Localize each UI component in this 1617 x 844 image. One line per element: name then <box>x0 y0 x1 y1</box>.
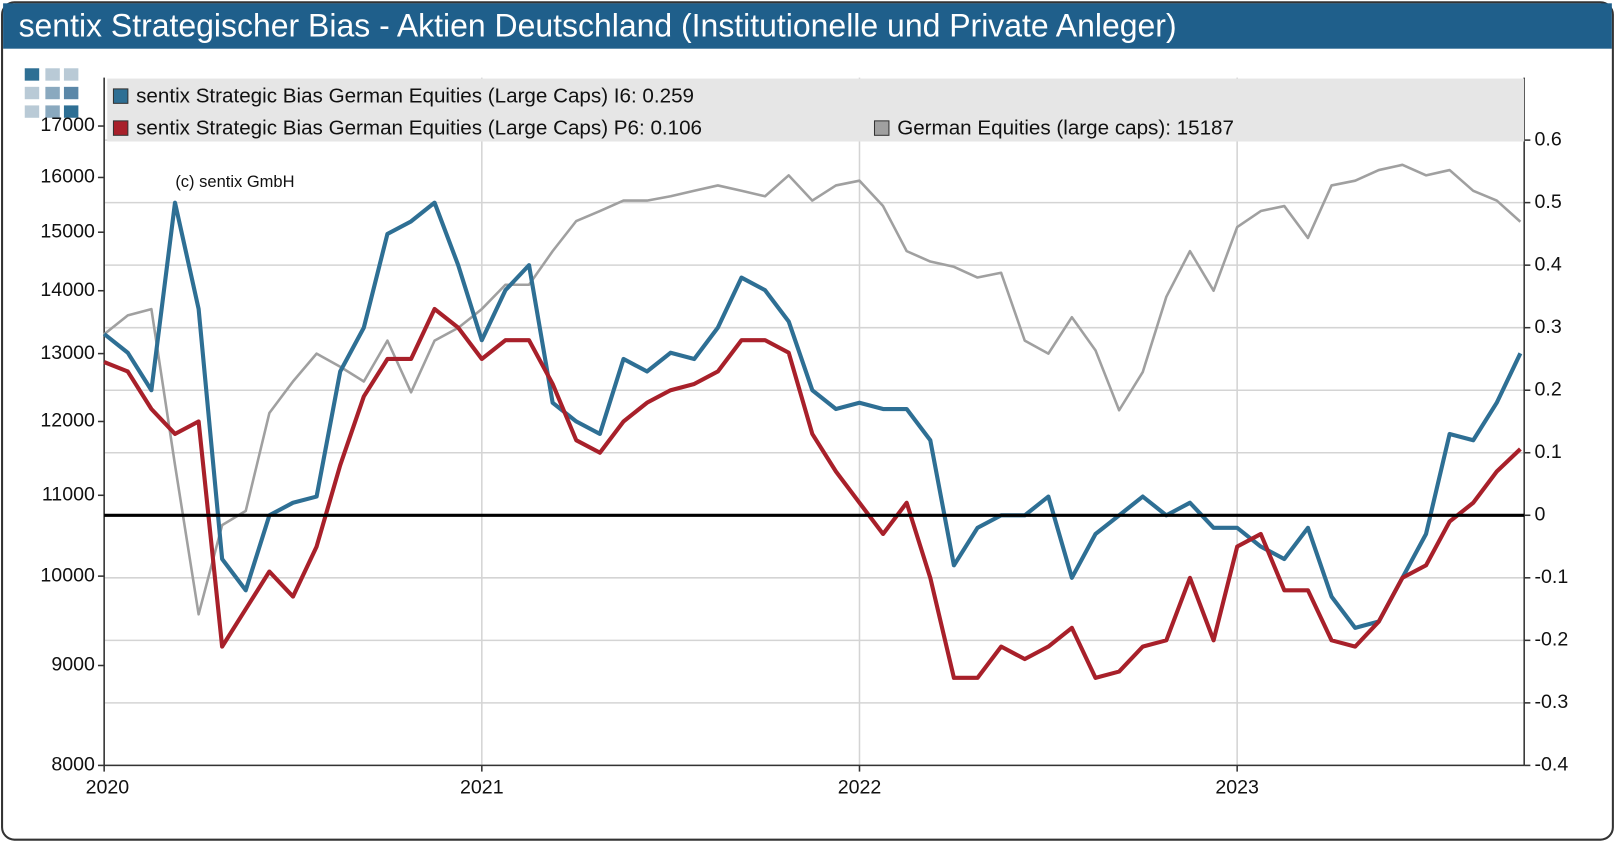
annotation: (c) sentix GmbH <box>175 173 294 191</box>
logo <box>24 68 79 118</box>
y2-tick-label: 0.6 <box>1535 128 1562 150</box>
y-tick-label: 9000 <box>51 654 95 676</box>
y2-tick-label: -0.4 <box>1535 754 1569 776</box>
y-tick-label: 13000 <box>40 342 95 364</box>
chart-title: sentix Strategischer Bias - Aktien Deuts… <box>19 8 1177 44</box>
x-tick-label: 2021 <box>460 776 504 798</box>
y-tick-label: 15000 <box>40 220 95 242</box>
y-tick-label: 10000 <box>40 564 95 586</box>
y2-tick-label: 0 <box>1535 503 1546 525</box>
legend-label: sentix Strategic Bias German Equities (L… <box>136 117 702 140</box>
y2-tick-label: 0.4 <box>1535 253 1562 275</box>
series-line <box>102 200 1523 630</box>
legend-swatch <box>873 120 890 136</box>
y-tick-label: 14000 <box>40 279 95 301</box>
x-tick-label: 2022 <box>838 776 882 798</box>
y2-tick-label: 0.2 <box>1535 378 1562 400</box>
y2-tick-label: -0.2 <box>1535 629 1569 651</box>
y-tick-label: 12000 <box>40 410 95 432</box>
y-tick-label: 8000 <box>51 754 95 776</box>
legend-swatch <box>112 120 129 136</box>
series-line <box>103 163 1522 616</box>
y2-tick-label: -0.3 <box>1535 691 1569 713</box>
title-bar <box>3 3 1612 49</box>
y2-tick-label: 0.1 <box>1535 441 1562 463</box>
legend-box <box>107 78 1525 142</box>
y-tick-label: 17000 <box>40 114 95 136</box>
y-tick-label: 11000 <box>42 483 95 505</box>
x-tick-label: 2020 <box>86 776 130 798</box>
series-line <box>103 306 1522 680</box>
x-tick-label: 2023 <box>1215 776 1259 798</box>
y2-tick-label: -0.1 <box>1535 566 1569 588</box>
legend-label: German Equities (large caps): 15187 <box>897 117 1234 140</box>
legend-swatch <box>112 88 129 104</box>
legend-label: sentix Strategic Bias German Equities (L… <box>136 85 694 108</box>
y2-tick-label: 0.5 <box>1535 191 1562 213</box>
y-tick-label: 16000 <box>40 166 95 188</box>
y2-tick-label: 0.3 <box>1535 316 1562 338</box>
